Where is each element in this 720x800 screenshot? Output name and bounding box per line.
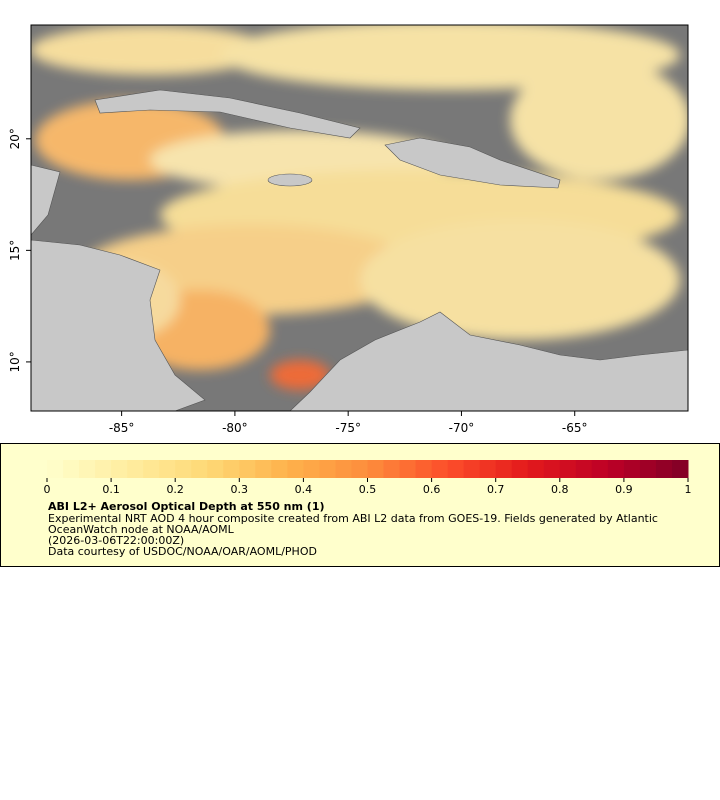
- legend-line: OceanWatch node at NOAA/AOML: [48, 523, 235, 536]
- colorbar-swatch: [623, 460, 641, 478]
- map-raster: [31, 25, 688, 411]
- colorbar-swatch: [303, 460, 320, 478]
- colorbar-swatch: [383, 460, 401, 478]
- colorbar-swatch: [639, 460, 657, 478]
- colorbar-swatch: [431, 460, 449, 478]
- colorbar-swatch: [511, 460, 529, 478]
- colorbar-swatch: [207, 460, 224, 478]
- legend-line: Data courtesy of USDOC/NOAA/OAR/AOML/PHO…: [48, 545, 317, 558]
- colorbar-swatch: [159, 460, 176, 478]
- colorbar-tick-label: 0.3: [231, 483, 249, 496]
- colorbar-swatch: [111, 460, 128, 478]
- colorbar-tick-label: 0.7: [487, 483, 505, 496]
- colorbar-swatch: [351, 460, 368, 478]
- colorbar-swatch: [479, 460, 497, 478]
- colorbar-tick-label: 0.4: [295, 483, 313, 496]
- colorbar-swatch: [287, 460, 304, 478]
- colorbar-swatch: [495, 460, 513, 478]
- colorbar-swatch: [591, 460, 609, 478]
- colorbar-tick-label: 1: [685, 483, 692, 496]
- colorbar-tick-label: 0.2: [166, 483, 184, 496]
- colorbar-swatch: [127, 460, 144, 478]
- colorbar-swatch: [447, 460, 465, 478]
- y-tick-label: 15°: [8, 240, 22, 261]
- x-tick-label: -75°: [335, 421, 361, 435]
- axes: -85° -80° -75° -70° -65° 10° 15° 20°: [8, 128, 588, 435]
- colorbar-swatch: [463, 460, 481, 478]
- colorbar-swatch: [63, 460, 80, 478]
- colorbar-tick-label: 0.8: [551, 483, 569, 496]
- x-tick-label: -65°: [562, 421, 588, 435]
- colorbar-swatch: [239, 460, 256, 478]
- colorbar-swatch: [655, 460, 673, 478]
- colorbar-swatch: [399, 460, 417, 478]
- colorbar-tick-label: 0.5: [359, 483, 377, 496]
- x-tick-label: -85°: [109, 421, 135, 435]
- colorbar-tick-label: 0.1: [102, 483, 120, 496]
- colorbar-swatch: [271, 460, 288, 478]
- colorbar-swatch: [559, 460, 577, 478]
- colorbar-swatch: [415, 460, 433, 478]
- legend-title: ABI L2+ Aerosol Optical Depth at 550 nm …: [48, 500, 325, 513]
- legend-line: (2026-03-06T22:00:00Z): [48, 534, 184, 547]
- colorbar-tick-label: 0: [44, 483, 51, 496]
- colorbar-swatch: [543, 460, 561, 478]
- map-frame: [30, 24, 689, 412]
- colorbar-swatch: [143, 460, 160, 478]
- legend-line: Experimental NRT AOD 4 hour composite cr…: [48, 512, 658, 525]
- colorbar-tick-label: 0.9: [615, 483, 633, 496]
- colorbar-swatch: [607, 460, 625, 478]
- y-tick-label: 10°: [8, 351, 22, 372]
- colorbar-swatch: [191, 460, 208, 478]
- colorbar: 0 0.1 0.2 0.3 0.4 0.5 0.6 0.7 0.8 0.9 1: [44, 460, 692, 496]
- colorbar-swatch: [255, 460, 272, 478]
- colorbar-swatch: [575, 460, 593, 478]
- colorbar-swatch: [367, 460, 385, 478]
- x-tick-label: -80°: [222, 421, 248, 435]
- colorbar-swatch: [47, 460, 64, 478]
- colorbar-swatch: [527, 460, 545, 478]
- colorbar-swatch: [319, 460, 336, 478]
- colorbar-swatch: [79, 460, 96, 478]
- colorbar-tick-label: 0.6: [423, 483, 441, 496]
- y-tick-label: 20°: [8, 128, 22, 149]
- colorbar-swatch: [335, 460, 352, 478]
- colorbar-swatch: [175, 460, 192, 478]
- x-tick-label: -70°: [449, 421, 475, 435]
- colorbar-swatch: [95, 460, 112, 478]
- colorbar-swatch: [671, 460, 689, 478]
- colorbar-swatch: [223, 460, 240, 478]
